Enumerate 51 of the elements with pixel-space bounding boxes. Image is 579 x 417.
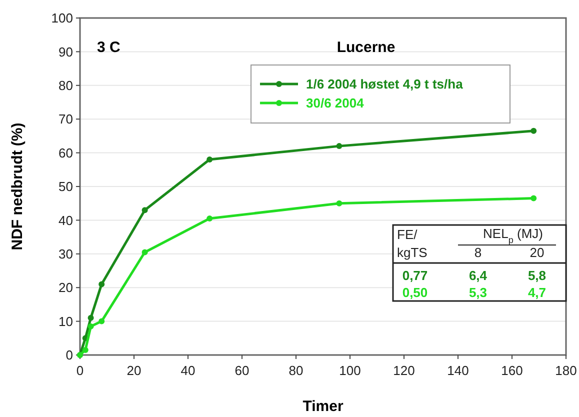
y-tick-label: 60 [58,145,73,160]
annotation: FE/ [397,227,418,242]
annotation: 5,3 [468,285,488,300]
point [336,200,342,206]
point [82,346,88,353]
y-axis-title: NDF nedbrudt (%) [9,122,26,250]
y-tick-label: 50 [58,179,73,194]
y-tick-label: 80 [58,78,73,93]
point [530,195,537,202]
x-tick-label: 20 [126,363,142,378]
x-tick-label: 180 [555,363,577,378]
point [142,249,148,256]
point [206,156,213,163]
x-tick-label: 120 [393,363,415,378]
y-tick-label: 90 [58,44,73,60]
y-tick-label: 100 [51,10,73,26]
y-tick-label: 20 [58,280,73,296]
point [98,281,105,288]
annotation: 5,8 [528,268,546,283]
y-tick-label: 0 [66,348,73,363]
y-tick-label: 30 [58,246,73,262]
point [530,128,537,134]
text: Lucerne [336,39,396,56]
point [336,143,342,150]
point [88,314,94,321]
annotation: 0,77 [402,268,428,283]
x-tick-label: 60 [234,363,250,378]
x-tick-label: 0 [76,363,84,378]
x-tick-label: 80 [288,363,304,378]
point [98,318,105,324]
annotation: 3 C [97,39,121,56]
point [88,323,94,330]
point [206,216,213,222]
annotation: 8 [474,245,482,260]
legend-label: 30/6 2004 [306,96,365,111]
y-tick-label: 70 [58,112,73,127]
x-tick-label: 140 [447,363,469,378]
annotation: 0,50 [402,285,428,300]
x-tick-label: 40 [180,363,196,378]
annotation: 4,7 [528,285,546,300]
x-tick-label: 100 [339,363,361,378]
annotation: 20 [530,245,544,260]
annotation: NEL$_{p}$ (MJ) [483,226,543,245]
annotation: 6,4 [468,268,488,283]
x-axis-title: Timer [302,398,344,415]
x-tick-label: 160 [501,363,523,378]
legend-label: 1/6 2004 høstet 4,9 t ts/ha [306,76,464,92]
point [142,207,148,214]
annotation: kgTS [397,245,428,260]
y-tick-label: 40 [58,212,73,228]
y-tick-label: 10 [58,314,73,329]
